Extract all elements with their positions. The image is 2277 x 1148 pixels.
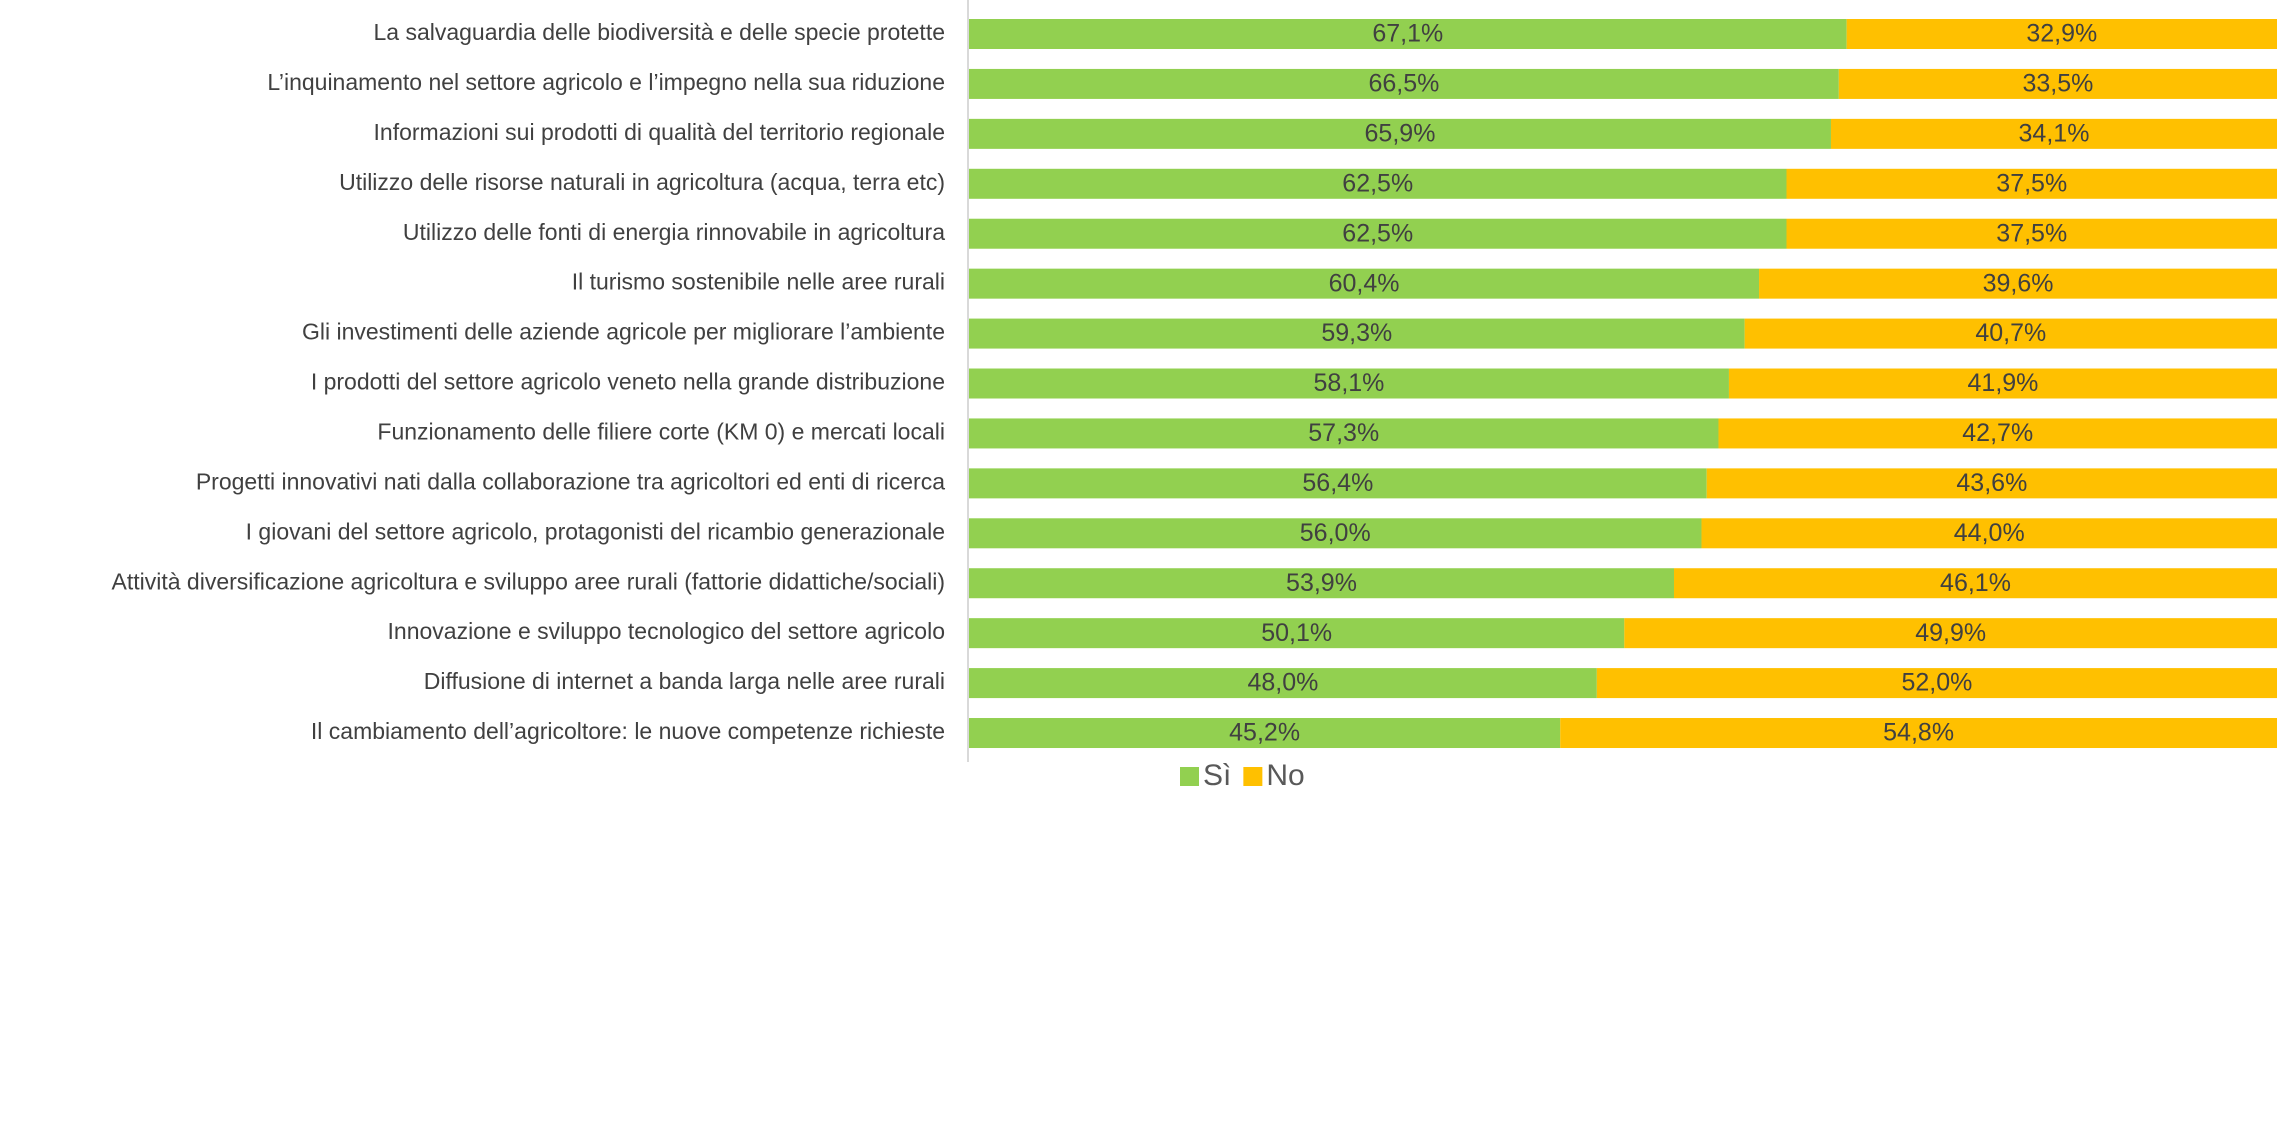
bar-segment <box>1560 718 2277 749</box>
value-label: 59,3% <box>1321 319 1392 347</box>
bar-segment <box>969 618 1625 649</box>
category-label: Progetti innovativi nati dalla collabora… <box>196 468 945 494</box>
value-label: 67,1% <box>1372 20 1443 48</box>
bar-segment <box>1706 468 2277 499</box>
bar-segment <box>969 168 1787 199</box>
category-label: Attività diversificazione agricoltura e … <box>112 568 946 594</box>
value-label: 48,0% <box>1247 669 1318 697</box>
value-label: 37,5% <box>1996 169 2067 197</box>
value-label: 45,2% <box>1229 719 1300 747</box>
category-label: Funzionamento delle filiere corte (KM 0)… <box>377 419 945 445</box>
bar-segment <box>969 318 1745 349</box>
category-label: Innovazione e sviluppo tecnologico del s… <box>388 618 945 644</box>
bar-segment <box>1728 368 2277 399</box>
value-label: 54,8% <box>1883 719 1954 747</box>
value-label: 32,9% <box>2026 20 2097 48</box>
value-label: 56,4% <box>1302 469 1373 497</box>
category-label: La salvaguardia delle biodiversità e del… <box>373 19 945 45</box>
value-label: 34,1% <box>2019 119 2090 147</box>
bar-segment <box>969 218 1787 249</box>
bar-segment <box>1674 568 2277 599</box>
legend-label: Sì <box>1203 759 1231 792</box>
bar-segment <box>1786 218 2277 249</box>
bar-segment <box>969 668 1597 699</box>
value-label: 43,6% <box>1956 469 2027 497</box>
bar-segment <box>1701 518 2277 549</box>
value-label: 50,1% <box>1261 619 1332 647</box>
value-label: 65,9% <box>1365 119 1436 147</box>
bar-segment <box>969 368 1729 399</box>
value-label: 53,9% <box>1286 569 1357 597</box>
bar-segment <box>969 518 1702 549</box>
bar-segment <box>1744 318 2277 349</box>
value-label: 57,3% <box>1308 419 1379 447</box>
category-label: I prodotti del settore agricolo veneto n… <box>311 369 945 395</box>
bar-segment <box>1624 618 2277 649</box>
value-label: 37,5% <box>1996 219 2067 247</box>
value-label: 60,4% <box>1329 269 1400 297</box>
bar-segment <box>969 19 1847 49</box>
value-label: 62,5% <box>1342 219 1413 247</box>
value-label: 39,6% <box>1983 269 2054 297</box>
value-label: 49,9% <box>1915 619 1986 647</box>
value-label: 42,7% <box>1962 419 2033 447</box>
value-label: 44,0% <box>1954 519 2025 547</box>
bar-segment <box>969 68 1839 99</box>
legend-swatch <box>1243 767 1263 786</box>
category-label: Il turismo sostenibile nelle aree rurali <box>572 269 945 295</box>
category-label: Diffusione di internet a banda larga nel… <box>424 668 945 694</box>
bar-segment <box>969 718 1561 749</box>
value-label: 66,5% <box>1368 70 1439 98</box>
value-label: 62,5% <box>1342 169 1413 197</box>
value-label: 41,9% <box>1968 369 2039 397</box>
bar-segment <box>1759 268 2277 299</box>
category-label: Gli investimenti delle aziende agricole … <box>302 319 945 345</box>
legend-label: No <box>1266 759 1304 792</box>
bar-segment <box>1718 418 2277 449</box>
category-label: Il cambiamento dell’agricoltore: le nuov… <box>311 718 945 744</box>
category-label: I giovani del settore agricolo, protagon… <box>246 518 945 544</box>
bar-segment <box>1830 118 2277 149</box>
value-label: 58,1% <box>1314 369 1385 397</box>
bar-segment <box>969 418 1719 449</box>
value-label: 52,0% <box>1901 669 1972 697</box>
value-label: 40,7% <box>1975 319 2046 347</box>
category-label: Utilizzo delle risorse naturali in agric… <box>339 169 945 195</box>
legend-swatch <box>1180 767 1199 786</box>
bar-segment <box>969 268 1760 299</box>
bar-segment <box>1786 168 2277 199</box>
value-label: 56,0% <box>1300 519 1371 547</box>
bar-segment <box>1596 668 2277 699</box>
bar-segment <box>1838 68 2277 99</box>
bar-segment <box>969 118 1831 149</box>
category-label: Informazioni sui prodotti di qualità del… <box>374 119 945 145</box>
bar-segment <box>1846 19 2277 49</box>
value-label: 46,1% <box>1940 569 2011 597</box>
category-label: L’inquinamento nel settore agricolo e l’… <box>267 69 945 95</box>
category-label: Utilizzo delle fonti di energia rinnovab… <box>403 219 945 245</box>
value-label: 33,5% <box>2022 70 2093 98</box>
bar-segment <box>969 568 1675 599</box>
bar-segment <box>969 468 1707 499</box>
